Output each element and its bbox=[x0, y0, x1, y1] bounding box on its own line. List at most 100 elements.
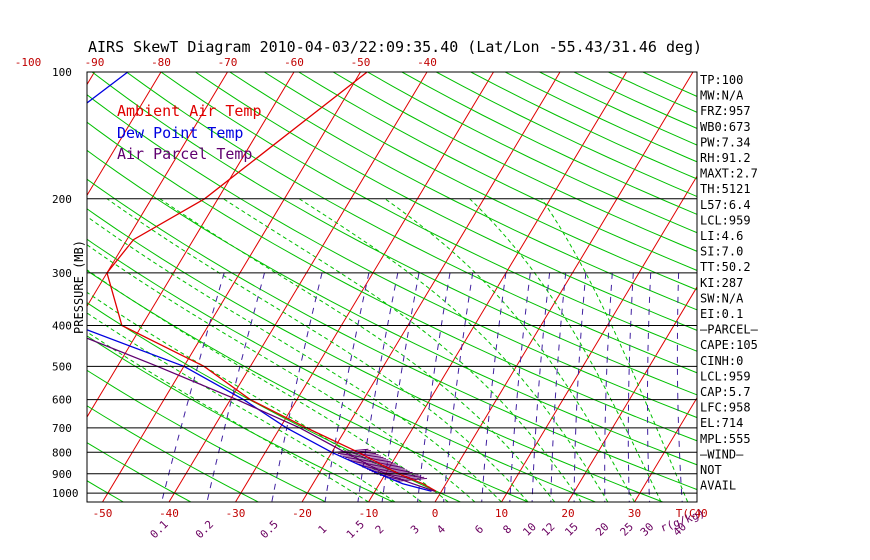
isotherm-line bbox=[501, 175, 697, 502]
bottom-temp-tick-label: 40 bbox=[694, 507, 707, 520]
pressure-tick-label: 200 bbox=[52, 193, 72, 206]
isotherm-line bbox=[102, 72, 361, 502]
moist-adiabat-line bbox=[87, 216, 502, 502]
mixing-ratio-line bbox=[324, 272, 370, 502]
cape-hatch-line bbox=[355, 459, 389, 464]
mixing-ratio-line bbox=[627, 272, 634, 502]
dry-adiabat-line bbox=[539, 72, 697, 146]
mixing-ratio-line bbox=[676, 272, 683, 502]
isotherm-line bbox=[301, 72, 561, 502]
stat-item: SI:7.0 bbox=[700, 245, 743, 259]
top-temp-tick-label: -60 bbox=[284, 56, 304, 69]
mixing-ratio-line bbox=[417, 272, 451, 502]
temp-unit-label: T(C) bbox=[676, 507, 703, 520]
legend-parcel: Air Parcel Temp bbox=[117, 145, 252, 163]
mixing-ratio-label: 15 bbox=[562, 520, 581, 539]
mixing-ratio-line bbox=[381, 272, 420, 502]
mixing-ratio-label: 1 bbox=[316, 523, 330, 537]
mixing-ratio-line bbox=[271, 272, 323, 502]
moist-adiabat-line bbox=[87, 291, 422, 502]
dry-adiabat-line bbox=[126, 72, 697, 374]
dry-adiabat-line bbox=[436, 72, 697, 198]
pressure-tick-label: 400 bbox=[52, 320, 72, 333]
plot-frame bbox=[86, 71, 698, 503]
dry-adiabat-line bbox=[87, 121, 697, 442]
pressure-tick-label: 900 bbox=[52, 468, 72, 481]
moist-adiabat-line bbox=[87, 312, 396, 502]
cape-hatch-line bbox=[347, 455, 382, 460]
stat-item: LCL:959 bbox=[700, 369, 751, 383]
bottom-temp-tick-label: 10 bbox=[495, 507, 508, 520]
top-temp-tick-label: -40 bbox=[417, 56, 437, 69]
mixing-ratio-line bbox=[531, 272, 551, 502]
mixing-ratio-label: 4 bbox=[434, 522, 448, 536]
mixing-ratio-label: 10 bbox=[520, 520, 539, 539]
stat-item: LCL:959 bbox=[700, 213, 751, 227]
stat-item: L57:6.4 bbox=[700, 198, 751, 212]
mixing-ratio-line bbox=[509, 272, 531, 502]
mixing-ratio-label: 30 bbox=[638, 520, 657, 539]
moist-adiabat-line bbox=[469, 198, 662, 502]
pressure-tick-label: 600 bbox=[52, 394, 72, 407]
moist-adiabat-line bbox=[384, 198, 635, 502]
dry-adiabat-line bbox=[0, 72, 56, 502]
dry-adiabat-line bbox=[87, 238, 596, 502]
dry-adiabat-line bbox=[87, 149, 697, 466]
isotherm-line bbox=[87, 72, 228, 308]
stat-item: —PARCEL— bbox=[700, 323, 759, 337]
moist-adiabat-line bbox=[106, 198, 529, 502]
top-temp-tick-label: -90 bbox=[85, 56, 105, 69]
cape-hatch-line bbox=[396, 477, 428, 482]
cape-hatch-line bbox=[393, 476, 425, 481]
y-axis-label: PRESSURE (MB) bbox=[72, 240, 86, 334]
dry-adiabat-line bbox=[470, 72, 697, 180]
mixing-ratio-label: 0.5 bbox=[258, 518, 281, 541]
stat-item: SW:N/A bbox=[700, 291, 744, 305]
dry-adiabat-line bbox=[87, 369, 326, 502]
parcel-temp-line bbox=[87, 337, 436, 492]
stat-item: WB0:673 bbox=[700, 120, 751, 134]
chart-title: AIRS SkewT Diagram 2010-04-03/22:09:35.4… bbox=[88, 38, 702, 56]
legend-ambient: Ambient Air Temp bbox=[117, 102, 262, 120]
bottom-temp-tick-label: -30 bbox=[226, 507, 246, 520]
stat-item: —WIND— bbox=[700, 447, 744, 461]
plot-border bbox=[86, 71, 698, 503]
cape-hatch-line bbox=[389, 475, 422, 480]
pressure-tick-label: 700 bbox=[52, 422, 72, 435]
isotherm-line bbox=[235, 72, 494, 502]
dry-adiabat-line bbox=[332, 72, 697, 252]
legend: Ambient Air Temp Dew Point Temp Air Parc… bbox=[117, 102, 262, 163]
top-temp-tick-label: -100 bbox=[15, 56, 42, 69]
dry-adiabat-line bbox=[229, 72, 697, 311]
dry-adiabat-line bbox=[263, 72, 697, 291]
stat-item: NOT bbox=[700, 463, 722, 477]
stat-item: CAP:5.7 bbox=[700, 385, 751, 399]
isotherm-line bbox=[768, 72, 870, 502]
bottom-temp-tick-label: -20 bbox=[292, 507, 312, 520]
stat-item: KI:287 bbox=[700, 276, 743, 290]
pressure-tick-label: 100 bbox=[52, 66, 72, 79]
cape-hatch-line bbox=[357, 460, 391, 465]
pressure-tick-label: 800 bbox=[52, 446, 72, 459]
tick-labels: 1002003004005006007008009001000-120-110-… bbox=[15, 56, 708, 541]
dry-adiabat-line bbox=[87, 480, 124, 502]
grid-lines bbox=[0, 72, 870, 502]
mixing-ratio-line bbox=[443, 272, 474, 502]
isotherm-line bbox=[634, 396, 697, 502]
mixing-ratio-line bbox=[647, 272, 652, 502]
mixing-ratio-line bbox=[161, 272, 225, 502]
cape-hatch-line bbox=[362, 463, 396, 468]
isotherm-line bbox=[87, 72, 162, 197]
stat-item: TH:5121 bbox=[700, 182, 751, 196]
bottom-temp-tick-label: -40 bbox=[159, 507, 179, 520]
cape-hatch-line bbox=[364, 464, 398, 469]
bottom-temp-tick-label: -50 bbox=[93, 507, 113, 520]
top-temp-tick-label: -50 bbox=[351, 56, 371, 69]
dry-adiabat-line bbox=[504, 72, 697, 163]
mixing-ratio-label: 25 bbox=[618, 520, 637, 539]
dry-adiabat-line bbox=[298, 72, 697, 271]
mixing-ratio-line bbox=[550, 272, 567, 502]
bottom-temp-tick-label: 30 bbox=[628, 507, 641, 520]
